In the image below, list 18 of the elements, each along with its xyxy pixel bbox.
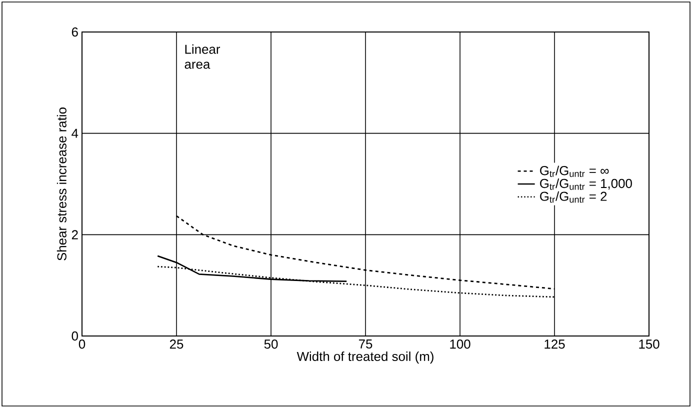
legend-label: G$_{tr}$/G$_{untr}$ = ∞	[540, 166, 609, 177]
y-tick-label: 2	[72, 230, 78, 240]
y-axis-title: Shear stress increase ratio	[56, 108, 66, 260]
annotation: Linear area	[184, 44, 220, 69]
x-tick-label: 75	[358, 340, 372, 349]
x-tick-label: 100	[450, 340, 470, 349]
line-series	[176, 215, 556, 290]
x-tick-label: 125	[544, 340, 565, 349]
y-tick-label: 0	[72, 331, 78, 341]
x-tick-label: 150	[639, 340, 660, 349]
y-tick-label: 4	[72, 128, 78, 138]
x-tick-label: 0	[78, 340, 86, 349]
legend-label: G$_{tr}$/G$_{untr}$ = 2	[540, 191, 607, 203]
x-axis-title: Width of treated soil (m)	[296, 352, 434, 364]
x-tick-label: 50	[264, 340, 278, 349]
y-tick-label: 6	[72, 27, 78, 37]
x-tick-label: 25	[170, 340, 184, 349]
legend-label: G$_{tr}$/G$_{untr}$ = 1,000	[540, 178, 632, 190]
